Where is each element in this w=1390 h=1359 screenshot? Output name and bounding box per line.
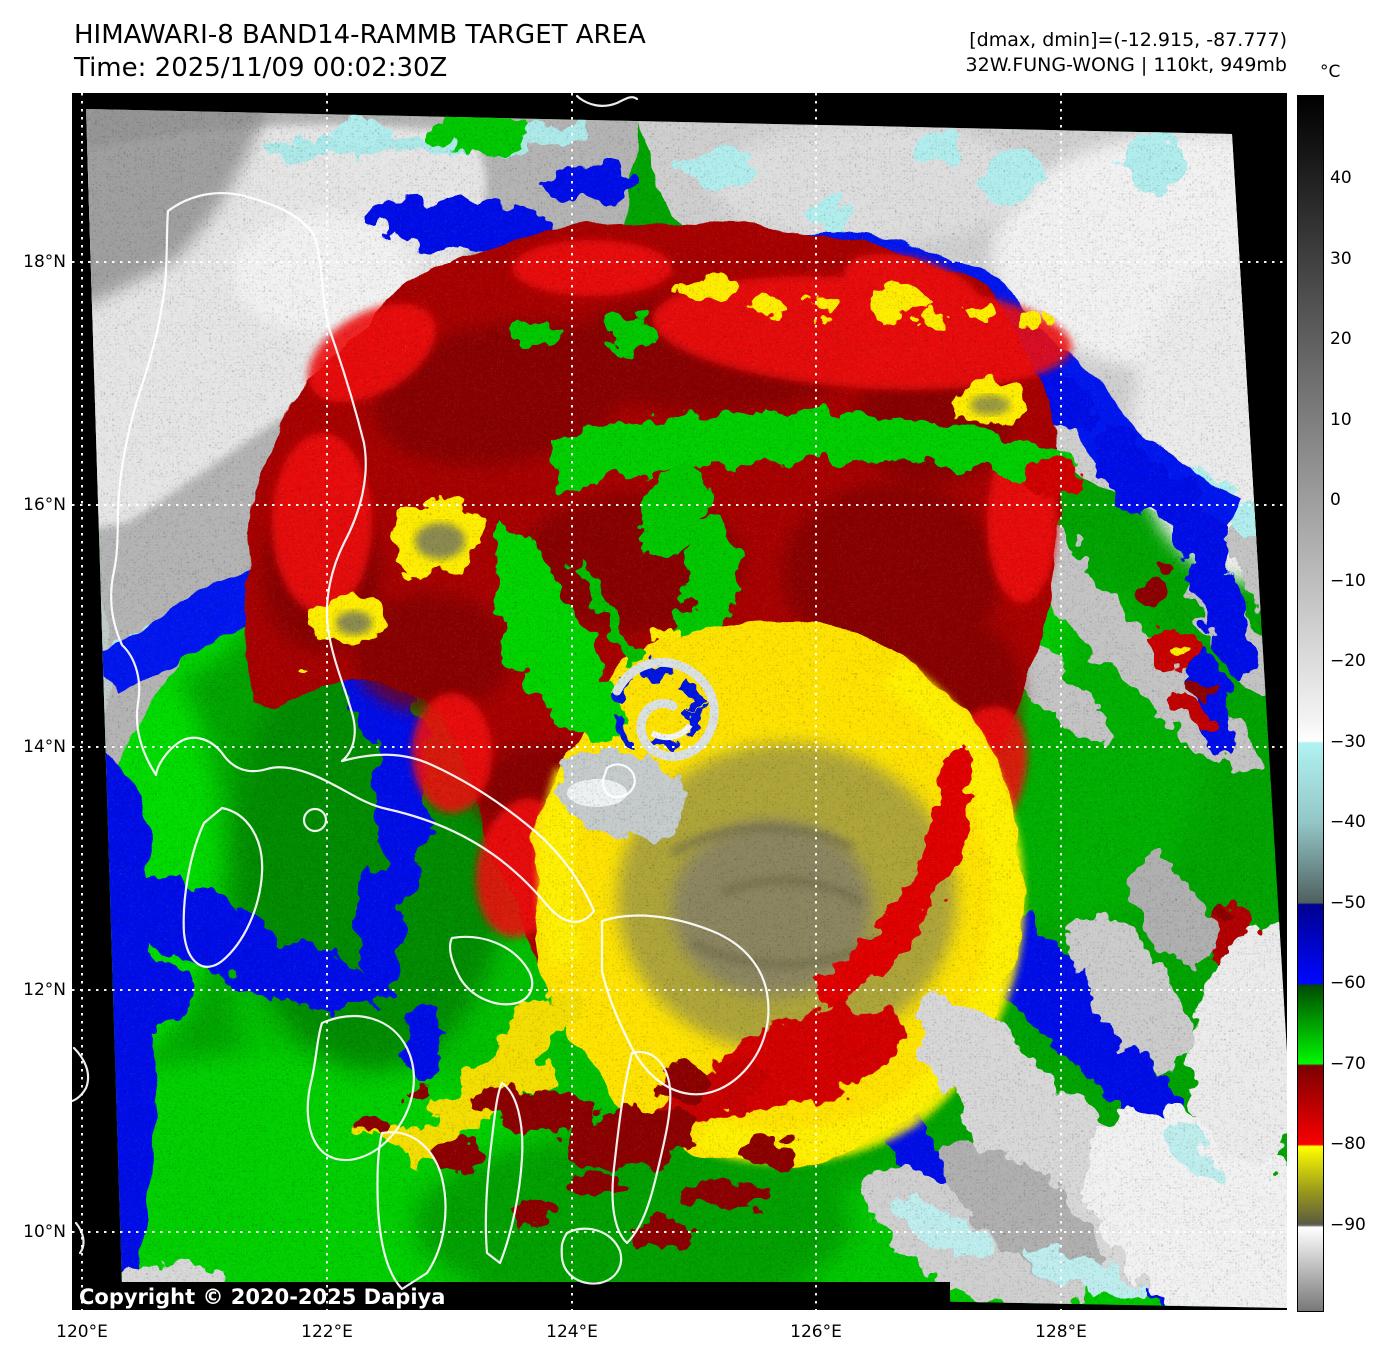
y-tick-14n: 14°N [23, 737, 66, 757]
cbar-tick: 10 [1330, 410, 1352, 430]
cbar-tick: −30 [1330, 732, 1366, 752]
x-tick-122e: 122°E [301, 1322, 353, 1342]
cbar-tick: 0 [1330, 490, 1341, 510]
x-tick-120e: 120°E [56, 1322, 108, 1342]
x-tick-128e: 128°E [1035, 1322, 1087, 1342]
temperature-colorbar [1297, 95, 1324, 1312]
cbar-tick: 20 [1330, 329, 1352, 349]
y-tick-18n: 18°N [23, 252, 66, 272]
dmax-dmin-line: [dmax, dmin]=(-12.915, -87.777) [969, 29, 1287, 51]
y-tick-16n: 16°N [23, 495, 66, 515]
cbar-tick: −40 [1330, 812, 1366, 832]
satellite-image [72, 93, 1287, 1310]
cbar-tick: −80 [1330, 1134, 1366, 1154]
y-tick-10n: 10°N [23, 1222, 66, 1242]
satellite-map [72, 93, 1287, 1310]
cbar-tick: −20 [1330, 651, 1366, 671]
plot-timestamp: Time: 2025/11/09 00:02:30Z [74, 53, 448, 83]
coastlines [72, 94, 770, 1291]
cbar-tick: −90 [1330, 1215, 1366, 1235]
cbar-tick: −60 [1330, 973, 1366, 993]
cbar-tick: −50 [1330, 893, 1366, 913]
cbar-tick: −70 [1330, 1054, 1366, 1074]
copyright-text: Copyright © 2020-2025 Dapiya [79, 1285, 446, 1309]
cbar-tick: 40 [1330, 168, 1352, 188]
copyright-bar [72, 1282, 950, 1310]
storm-line: 32W.FUNG-WONG | 110kt, 949mb [965, 54, 1287, 76]
x-tick-126e: 126°E [790, 1322, 842, 1342]
grid-lines [72, 93, 1287, 1310]
data-swath [86, 109, 1287, 1308]
cbar-tick: −10 [1330, 571, 1366, 591]
y-tick-12n: 12°N [23, 980, 66, 1000]
plot-title: HIMAWARI-8 BAND14-RAMMB TARGET AREA [74, 20, 646, 50]
colorbar-unit-label: °C [1320, 62, 1341, 82]
cbar-tick: 30 [1330, 249, 1352, 269]
x-tick-124e: 124°E [546, 1322, 598, 1342]
storm-metadata: [dmax, dmin]=(-12.915, -87.777) 32W.FUNG… [966, 28, 1287, 78]
